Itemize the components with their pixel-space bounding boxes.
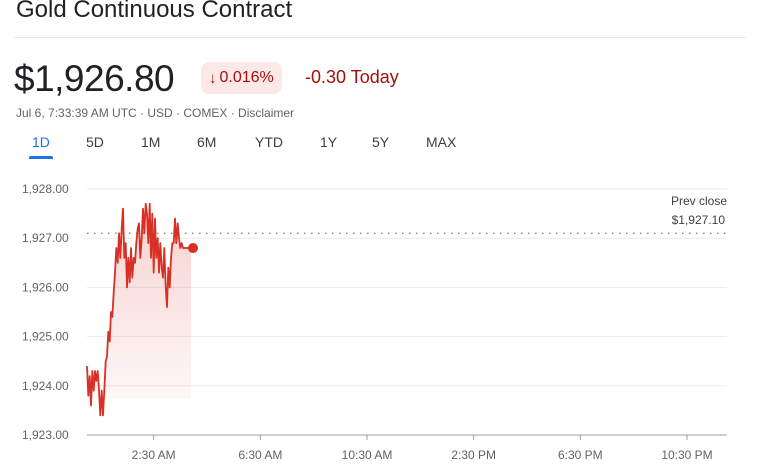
x-tick-label: 10:30 AM bbox=[342, 448, 393, 462]
y-tick-label: 1,923.00 bbox=[22, 428, 69, 442]
current-price: $1,926.80 bbox=[14, 58, 175, 99]
prev-close-value: $1,927.10 bbox=[672, 213, 726, 227]
tab-6m[interactable]: 6M bbox=[197, 134, 217, 150]
tab-ytd[interactable]: YTD bbox=[255, 134, 283, 150]
price-line bbox=[86, 202, 191, 417]
page-title: Gold Continuous Contract bbox=[16, 0, 293, 23]
y-tick-label: 1,927.00 bbox=[22, 231, 69, 245]
header-divider bbox=[14, 37, 746, 38]
last-price-dot bbox=[188, 243, 198, 254]
prev-close-label: Prev close bbox=[671, 194, 727, 208]
x-tick-label: 6:30 PM bbox=[558, 448, 603, 462]
change-percent-badge: ↓ 0.016% bbox=[201, 62, 282, 94]
tab-1y[interactable]: 1Y bbox=[320, 134, 338, 150]
tab-1m[interactable]: 1M bbox=[141, 134, 161, 150]
change-today: -0.30 Today bbox=[305, 67, 399, 87]
quote-meta: Jul 6, 7:33:39 AM UTC · USD · COMEX · Di… bbox=[16, 106, 295, 120]
change-percent: 0.016% bbox=[219, 69, 274, 86]
x-tick-label: 10:30 PM bbox=[661, 448, 712, 462]
y-tick-label: 1,926.00 bbox=[22, 280, 69, 294]
y-tick-label: 1,924.00 bbox=[22, 379, 69, 393]
tab-max[interactable]: MAX bbox=[426, 134, 457, 150]
x-tick-label: 6:30 AM bbox=[238, 448, 282, 462]
price-area-fill bbox=[87, 203, 191, 416]
arrow-down-icon: ↓ bbox=[209, 69, 217, 87]
tab-5y[interactable]: 5Y bbox=[372, 134, 390, 150]
tab-1d[interactable]: 1D bbox=[29, 134, 53, 159]
y-tick-label: 1,925.00 bbox=[22, 330, 69, 344]
x-tick-label: 2:30 PM bbox=[451, 448, 496, 462]
x-tick-label: 2:30 AM bbox=[132, 448, 176, 462]
tab-5d[interactable]: 5D bbox=[86, 134, 104, 150]
y-tick-label: 1,928.00 bbox=[22, 182, 69, 196]
